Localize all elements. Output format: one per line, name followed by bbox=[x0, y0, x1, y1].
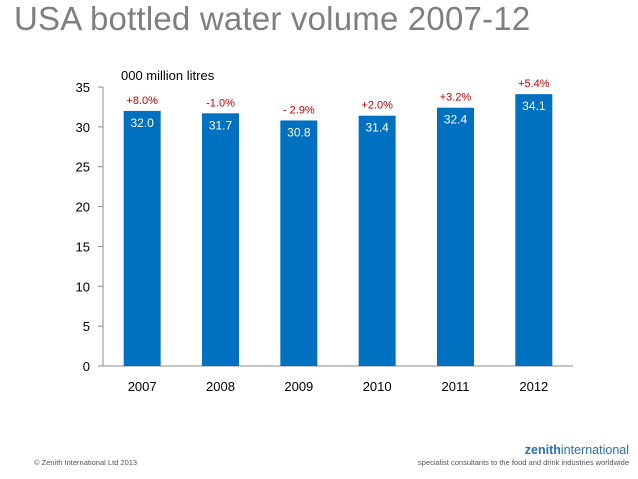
x-tick-label: 2010 bbox=[363, 379, 392, 394]
unit-label: 000 million litres bbox=[121, 68, 215, 83]
bar-change-label: - 2.9% bbox=[283, 104, 315, 116]
bar-chart: 000 million litres 0 5 10 15 20 25 30 35 2007 200… bbox=[76, 68, 573, 394]
bar-change-label: +2.0% bbox=[361, 100, 393, 112]
bar bbox=[358, 115, 396, 366]
bar bbox=[437, 107, 474, 367]
bar-value-label: 31.4 bbox=[365, 121, 389, 135]
bar-change-label: -1.0% bbox=[206, 97, 235, 109]
slide-title: USA bottled water volume 2007-12 bbox=[14, 0, 531, 37]
bar bbox=[202, 113, 239, 366]
footer-tagline: specialist consultants to the food and d… bbox=[418, 458, 629, 467]
y-tick-label: 35 bbox=[76, 80, 90, 95]
x-tick-label: 2012 bbox=[519, 379, 548, 394]
x-tick-label: 2007 bbox=[128, 379, 157, 394]
bar-value-label: 30.8 bbox=[287, 125, 311, 139]
y-tick-label: 20 bbox=[76, 200, 90, 215]
brand-logo-bold: zenith bbox=[524, 443, 561, 457]
y-tick-label: 15 bbox=[76, 239, 90, 254]
bar-value-label: 31.7 bbox=[209, 118, 233, 132]
x-tick-label: 2011 bbox=[442, 379, 470, 394]
bar-value-label: 32.4 bbox=[444, 113, 468, 127]
bar-value-label: 32.0 bbox=[130, 116, 154, 130]
axis-group: 0 5 10 15 20 25 30 35 2007 2008 2009 2010 2011 2012 bbox=[76, 80, 573, 394]
bar-change-label: +3.2% bbox=[440, 92, 472, 104]
y-tick-label: 10 bbox=[76, 279, 90, 294]
x-tick-label: 2009 bbox=[284, 379, 313, 394]
bar-value-label: 34.1 bbox=[522, 99, 546, 113]
bars-group: 32.0 +8.0% 31.7 -1.0% 30.8 - 2.9% 31.4 +2.0% 32.… bbox=[123, 78, 553, 367]
brand-logo: zenithinternational bbox=[525, 443, 629, 457]
y-tick-label: 30 bbox=[76, 120, 90, 135]
bar bbox=[515, 94, 553, 366]
bar-change-label: +5.4% bbox=[518, 78, 550, 90]
bar bbox=[280, 120, 318, 366]
y-tick-label: 5 bbox=[83, 319, 90, 334]
y-tick-label: 0 bbox=[83, 359, 90, 374]
brand-logo-regular: international bbox=[560, 443, 629, 457]
bar bbox=[123, 110, 161, 367]
x-tick-label: 2008 bbox=[206, 379, 235, 394]
y-tick-label: 25 bbox=[76, 160, 90, 175]
bar-change-label: +8.0% bbox=[126, 95, 158, 107]
footer-copyright: © Zenith International Ltd 2013 bbox=[34, 458, 138, 467]
